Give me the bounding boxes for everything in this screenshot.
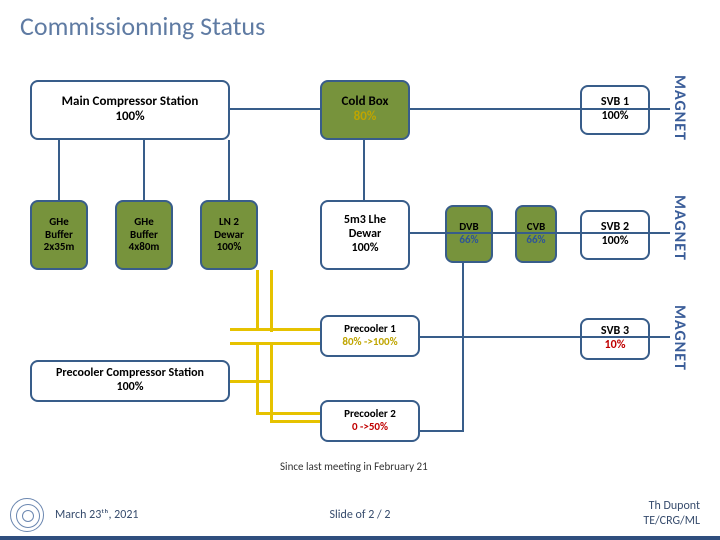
connector — [462, 336, 464, 432]
cvb-box: CVB 66% — [515, 205, 557, 263]
footer-author: Th Dupont — [643, 499, 700, 513]
precooler1-box: Precooler 1 80% ->100% — [320, 315, 420, 357]
connector — [58, 140, 60, 200]
cold-box: Cold Box 80% — [320, 80, 410, 140]
connector — [410, 232, 670, 234]
connector — [410, 108, 670, 110]
connector — [420, 336, 670, 338]
page-title: Commissionning Status — [20, 10, 265, 42]
connector — [230, 108, 320, 110]
ghe2-box: GHe Buffer 4x80m — [115, 200, 173, 270]
connector — [363, 140, 365, 200]
main-compressor-box: Main Compressor Station 100% — [30, 80, 230, 140]
svb1-l2: 100% — [602, 110, 629, 124]
svb3-l2: 10% — [605, 339, 626, 353]
footer-bar — [0, 536, 720, 540]
svb3-box: SVB 3 10% — [580, 318, 650, 360]
ln2-l3: 100% — [217, 241, 242, 254]
connector-y — [270, 270, 273, 332]
lhe-dewar-box: 5m3 Lhe Dewar 100% — [320, 200, 410, 270]
svb2-l2: 100% — [602, 235, 629, 249]
connector-y — [230, 342, 320, 345]
ghe1-l3: 2x35m — [44, 241, 75, 254]
svb1-box: SVB 1 100% — [580, 85, 650, 135]
lhe-dewar-l3: 100% — [352, 242, 379, 256]
magnet-label-3: MAGNET — [670, 305, 689, 371]
dvb-box: DVB 66% — [445, 205, 493, 263]
connector-y — [230, 380, 270, 383]
precooler-station-box: Precooler Compressor Station 100% — [30, 360, 230, 402]
magnet-label-2: MAGNET — [670, 195, 689, 261]
ln2-l1: LN 2 — [219, 216, 239, 229]
footer-right: Th Dupont TE/CRG/ML — [643, 499, 700, 528]
connector — [228, 140, 230, 200]
meeting-note: Since last meeting in February 21 — [280, 460, 428, 473]
connector-y — [230, 328, 320, 331]
ghe1-box: GHe Buffer 2x35m — [30, 200, 88, 270]
connector-y — [256, 270, 259, 330]
lhe-dewar-l2: Dewar — [349, 228, 382, 242]
precooler1-l2: 80% ->100% — [342, 336, 397, 349]
cold-box-l1: Cold Box — [342, 95, 389, 110]
magnet-label-1: MAGNET — [670, 75, 689, 141]
cvb-l2: 66% — [526, 234, 545, 247]
connector-y — [270, 342, 273, 422]
precooler2-l2: 0 ->50% — [352, 421, 388, 434]
ghe1-l1: GHe — [49, 216, 69, 229]
precooler-station-l1: Precooler Compressor Station — [56, 367, 204, 381]
footer-slide: Slide of 2 / 2 — [0, 508, 720, 522]
main-compressor-l1: Main Compressor Station — [62, 95, 199, 110]
precooler-station-l2: 100% — [117, 381, 144, 395]
ln2-box: LN 2 Dewar 100% — [200, 200, 258, 270]
main-compressor-l2: 100% — [115, 110, 144, 125]
precooler2-box: Precooler 2 0 ->50% — [320, 400, 420, 442]
dvb-l2: 66% — [459, 234, 478, 247]
connector-y — [256, 412, 320, 415]
cold-box-l2: 80% — [354, 110, 377, 125]
ghe2-l3: 4x80m — [129, 241, 160, 254]
connector — [462, 263, 464, 336]
footer-dept: TE/CRG/ML — [643, 514, 700, 528]
connector — [143, 140, 145, 200]
ghe2-l1: GHe — [134, 216, 154, 229]
connector-y — [256, 342, 259, 414]
lhe-dewar-l1: 5m3 Lhe — [344, 214, 386, 228]
connector-y — [270, 420, 320, 423]
connector — [420, 430, 464, 432]
svb2-box: SVB 2 100% — [580, 210, 650, 260]
